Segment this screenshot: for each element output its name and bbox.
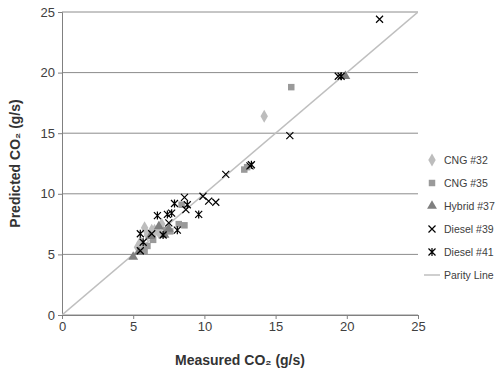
grid-line [62,254,418,255]
tick-label: 15 [41,126,55,141]
point [182,206,189,213]
y-axis: 0 5 10 15 20 25 [41,5,63,323]
tick-label: 25 [411,319,425,334]
point [288,84,294,90]
legend-item: Diesel #39 [429,223,494,235]
point [260,110,267,123]
point [222,171,229,178]
point [164,223,174,232]
tick-label: 10 [198,319,212,334]
legend-swatch [429,248,436,256]
tick: 15 [269,315,283,334]
point [154,221,164,230]
tick-label: 20 [340,319,354,334]
tick: 20 [340,315,354,334]
tick-label: 0 [59,319,66,334]
point [286,132,293,139]
legend-label: Hybrid #37 [444,200,495,212]
point [181,194,188,201]
tick: 20 [41,65,62,80]
point [174,226,181,234]
tick-mark [58,194,62,195]
legend-label: CNG #35 [444,177,488,189]
point [338,72,345,80]
legend-item: CNG #35 [429,177,488,189]
legend-swatch [427,200,437,209]
tick-label: 5 [48,247,55,262]
tick-label: 10 [41,186,55,201]
legend-item: Hybrid #37 [427,200,495,212]
point [205,198,212,205]
tick-mark [58,12,62,13]
point [165,219,172,226]
point [176,221,182,227]
tick: 10 [198,315,212,334]
legend: CNG #32 CNG #35 Hybrid #37 Diesel #39 Diesel… [424,154,495,281]
legend-item: Parity Line [424,269,494,281]
legend-swatch [424,274,440,276]
point [148,230,155,237]
tick-label: 5 [130,319,137,334]
tick: 15 [41,126,62,141]
legend-label: Diesel #39 [444,223,494,235]
point [154,212,161,220]
chart: 0 5 10 15 20 25 0 5 10 15 20 25 Measured CO₂ (g/s) Pr… [0,0,500,383]
point [184,201,191,209]
tick-mark [58,73,62,74]
point [212,199,219,206]
legend-swatch [429,180,435,186]
point [248,161,255,169]
tick: 25 [411,315,425,334]
tick-label: 20 [41,65,55,80]
grid-line [62,12,418,13]
point [171,199,178,207]
point [160,231,167,239]
tick-label: 0 [48,308,55,323]
x-axis-title: Measured CO₂ (g/s) [175,352,305,368]
tick: 0 [48,308,62,323]
tick: 0 [59,315,66,334]
x-axis: 0 5 10 15 20 25 [59,315,426,334]
tick-mark [58,254,62,255]
tick-label: 25 [41,5,55,20]
point [140,238,147,246]
legend-item: CNG #32 [428,154,488,167]
legend-label: Parity Line [444,269,494,281]
grid-line [62,72,418,73]
legend-label: CNG #32 [444,154,488,166]
point [181,222,187,228]
point [134,246,144,255]
tick-label: 15 [269,319,283,334]
y-axis-title: Predicted CO₂ (g/s) [7,99,23,227]
point [145,231,155,240]
point [376,16,383,23]
point [195,210,202,218]
parity-line [62,12,418,315]
tick: 10 [41,186,62,201]
data-marks [62,12,418,315]
legend-item: Diesel #41 [429,246,494,258]
tick: 5 [48,247,62,262]
point [168,209,175,217]
tick: 5 [130,315,137,334]
grid-line [62,133,418,134]
tick: 25 [41,5,62,20]
legend-swatch [429,226,436,233]
point [137,230,144,238]
grid-line [62,193,418,194]
axis-line [58,13,63,316]
tick-mark [58,133,62,134]
grid [62,12,418,315]
point [137,247,144,254]
legend-swatch [428,154,435,167]
legend-label: Diesel #41 [444,246,494,258]
axis-line [63,316,419,320]
tick-mark [58,315,62,316]
plot-area: 0 5 10 15 20 25 0 5 10 15 20 25 [41,5,426,335]
